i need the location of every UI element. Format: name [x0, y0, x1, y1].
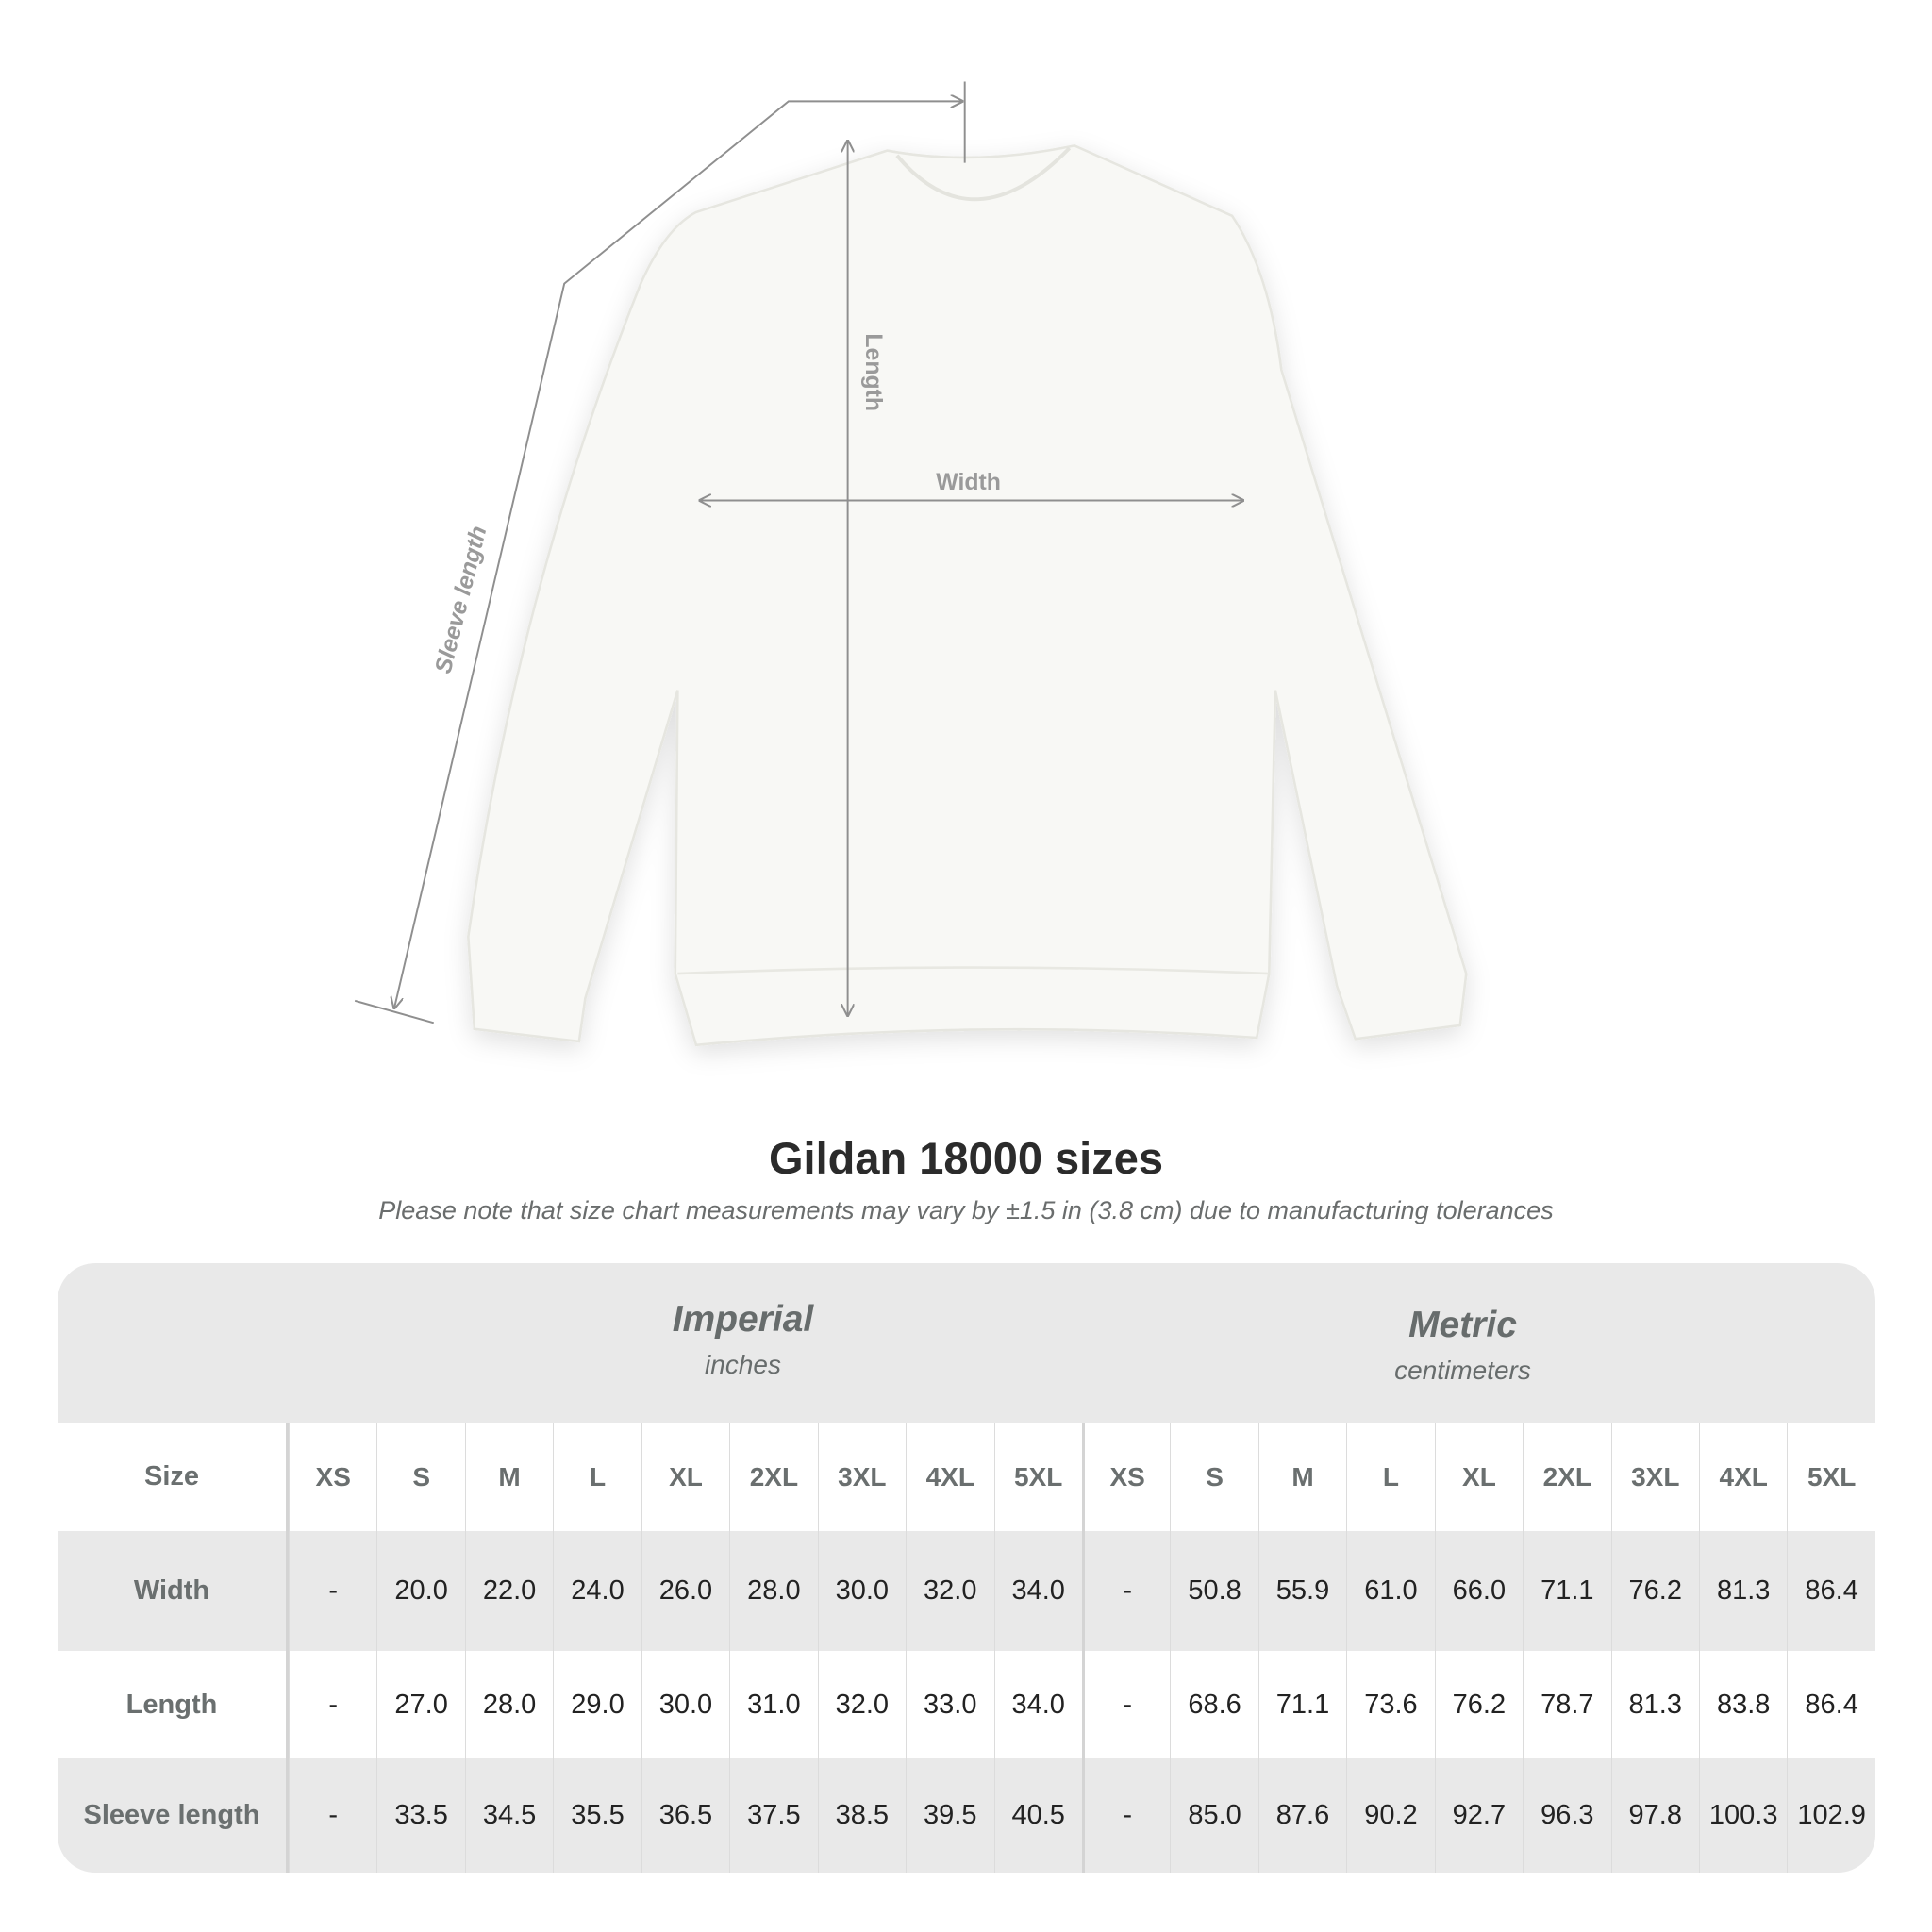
- metric-value-cell: -: [1081, 1758, 1170, 1873]
- imperial-value-cell: 24.0: [553, 1531, 641, 1651]
- imperial-value-cell: 40.5: [993, 1758, 1082, 1873]
- imperial-value-cell: 28.0: [464, 1651, 553, 1758]
- imperial-value-cell: 31.0: [729, 1651, 817, 1758]
- imperial-value-cell: 39.5: [906, 1758, 993, 1873]
- metric-value-cell: -: [1081, 1531, 1170, 1651]
- tolerance-note: Please note that size chart measurements…: [378, 1196, 1554, 1224]
- size-header-metric: XS: [1081, 1423, 1170, 1531]
- metric-value-cell: 71.1: [1257, 1651, 1346, 1758]
- metric-value-cell: 55.9: [1257, 1531, 1346, 1651]
- imperial-value-cell: 36.5: [641, 1758, 729, 1873]
- metric-value-cell: 73.6: [1346, 1651, 1434, 1758]
- metric-value-cell: 102.9: [1787, 1758, 1874, 1873]
- imperial-value-cell: -: [289, 1651, 376, 1758]
- imperial-value-cell: 33.5: [376, 1758, 464, 1873]
- imperial-value-cell: 20.0: [376, 1531, 464, 1651]
- metric-value-cell: 50.8: [1170, 1531, 1257, 1651]
- metric-value-cell: 83.8: [1699, 1651, 1787, 1758]
- size-header-metric: L: [1346, 1423, 1434, 1531]
- metric-value-cell: 86.4: [1787, 1651, 1874, 1758]
- imperial-title: Imperial: [672, 1299, 814, 1340]
- size-header-row: Size XS S M L XL 2XL 3XL 4XL 5XL XS S M L XL 2XL 3XL 4XL 5…: [58, 1423, 1875, 1531]
- row-label: Length: [58, 1651, 289, 1758]
- imperial-value-cell: 30.0: [817, 1531, 906, 1651]
- metric-value-cell: 81.3: [1699, 1531, 1787, 1651]
- imperial-value-cell: 27.0: [376, 1651, 464, 1758]
- size-header-imperial: XS: [289, 1423, 376, 1531]
- imperial-value-cell: 34.0: [993, 1651, 1082, 1758]
- sleeve-length-label: Sleeve length: [431, 524, 492, 676]
- metric-value-cell: 78.7: [1523, 1651, 1610, 1758]
- imperial-value-cell: 28.0: [729, 1531, 817, 1651]
- imperial-group-header: Imperial inches: [346, 1299, 1140, 1380]
- metric-value-cell: 92.7: [1434, 1758, 1523, 1873]
- imperial-value-cell: 32.0: [906, 1531, 993, 1651]
- table-row: Width -20.0 22.0 24.0 26.0 28.0 30.0 32.0 34.0-5…: [58, 1531, 1875, 1651]
- imperial-value-cell: 38.5: [817, 1758, 906, 1873]
- size-label: Size: [58, 1423, 289, 1531]
- metric-value-cell: 61.0: [1346, 1531, 1434, 1651]
- size-header-imperial: S: [376, 1423, 464, 1531]
- imperial-value-cell: 22.0: [464, 1531, 553, 1651]
- size-header-metric: 4XL: [1699, 1423, 1787, 1531]
- table-row: Sleeve length -33.5 34.5 35.5 36.5 37.5 38.5 39…: [58, 1758, 1875, 1873]
- imperial-value-cell: 32.0: [817, 1651, 906, 1758]
- sweatshirt-diagram: Length Width Sleeve length: [354, 81, 1468, 1047]
- row-label: Sleeve length: [58, 1758, 289, 1873]
- metric-title: Metric: [1408, 1305, 1517, 1345]
- size-header-metric: M: [1257, 1423, 1346, 1531]
- length-label: Length: [860, 333, 886, 411]
- imperial-unit: inches: [705, 1350, 781, 1379]
- metric-value-cell: 87.6: [1257, 1758, 1346, 1873]
- imperial-value-cell: 30.0: [641, 1651, 729, 1758]
- imperial-value-cell: 34.5: [464, 1758, 553, 1873]
- metric-unit: centimeters: [1394, 1356, 1531, 1385]
- metric-value-cell: 85.0: [1170, 1758, 1257, 1873]
- imperial-value-cell: 29.0: [553, 1651, 641, 1758]
- imperial-value-cell: 37.5: [729, 1758, 817, 1873]
- row-label: Width: [58, 1531, 289, 1651]
- size-header-metric: 3XL: [1610, 1423, 1699, 1531]
- sweatshirt-image: [467, 144, 1468, 1047]
- size-header-metric: S: [1170, 1423, 1257, 1531]
- imperial-value-cell: 35.5: [553, 1758, 641, 1873]
- imperial-value-cell: -: [289, 1531, 376, 1651]
- imperial-value-cell: 33.0: [906, 1651, 993, 1758]
- metric-value-cell: 76.2: [1610, 1531, 1699, 1651]
- size-header-imperial: L: [553, 1423, 641, 1531]
- metric-value-cell: 86.4: [1787, 1531, 1874, 1651]
- imperial-value-cell: -: [289, 1758, 376, 1873]
- imperial-value-cell: 26.0: [641, 1531, 729, 1651]
- metric-value-cell: 66.0: [1434, 1531, 1523, 1651]
- size-header-imperial: 4XL: [906, 1423, 993, 1531]
- size-table: Imperial inches Metric centimeters Size X…: [58, 1263, 1875, 1873]
- size-header-imperial: 2XL: [729, 1423, 817, 1531]
- metric-value-cell: 76.2: [1434, 1651, 1523, 1758]
- metric-value-cell: 96.3: [1523, 1758, 1610, 1873]
- width-label: Width: [936, 470, 1001, 495]
- size-header-imperial: 3XL: [817, 1423, 906, 1531]
- table-header-band: Imperial inches Metric centimeters: [58, 1263, 1875, 1423]
- size-header-metric: 5XL: [1787, 1423, 1874, 1531]
- imperial-value-cell: 34.0: [993, 1531, 1082, 1651]
- size-header-metric: 2XL: [1523, 1423, 1610, 1531]
- metric-value-cell: 68.6: [1170, 1651, 1257, 1758]
- metric-value-cell: 81.3: [1610, 1651, 1699, 1758]
- metric-value-cell: 71.1: [1523, 1531, 1610, 1651]
- metric-value-cell: 90.2: [1346, 1758, 1434, 1873]
- metric-value-cell: 97.8: [1610, 1758, 1699, 1873]
- size-header-metric: XL: [1434, 1423, 1523, 1531]
- sleeve-length-measure: [354, 81, 966, 1024]
- size-header-imperial: XL: [641, 1423, 729, 1531]
- size-header-imperial: 5XL: [993, 1423, 1082, 1531]
- metric-group-header: Metric centimeters: [1066, 1305, 1859, 1386]
- size-header-imperial: M: [464, 1423, 553, 1531]
- metric-value-cell: -: [1081, 1651, 1170, 1758]
- metric-value-cell: 100.3: [1699, 1758, 1787, 1873]
- page-title: Gildan 18000 sizes: [768, 1133, 1164, 1183]
- table-row: Length -27.0 28.0 29.0 30.0 31.0 32.0 33.0 34.0-…: [58, 1651, 1875, 1758]
